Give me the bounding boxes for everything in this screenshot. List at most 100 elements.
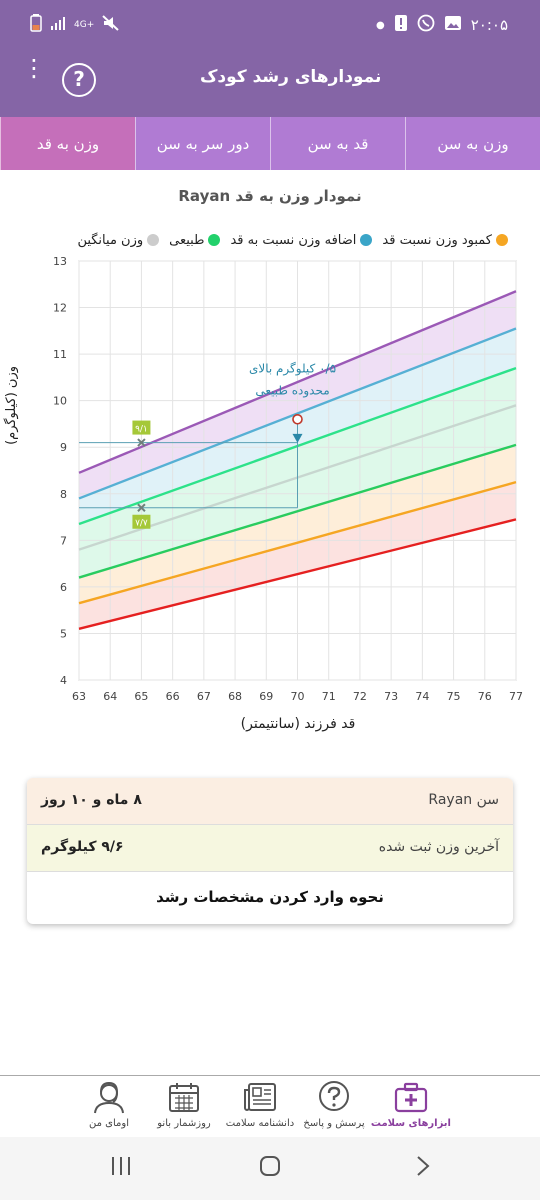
x-tick-label-5: 68	[228, 690, 242, 703]
system-navigation-bar	[0, 1137, 540, 1200]
y-tick-label-3: 7	[60, 534, 67, 547]
nav-item-health-tools[interactable]: ابزارهای سلامت	[371, 1080, 451, 1129]
recent-apps-icon[interactable]	[110, 1155, 132, 1183]
nav-item-encyclopedia[interactable]: دانشنامه سلامت	[220, 1080, 300, 1129]
y-tick-label-9: 13	[53, 255, 67, 268]
last-weight-label: آخرین وزن ثبت شده	[378, 839, 499, 855]
value-badge-0	[132, 420, 151, 435]
child-info-card: سن Rayan ۸ ماه و ۱۰ روز آخرین وزن ثبت شد…	[27, 778, 513, 924]
x-tick-label-6: 69	[259, 690, 273, 703]
legend-dot-underweight	[496, 234, 508, 246]
nav-label-calendar: روزشمار بانو	[157, 1118, 211, 1129]
reference-point-marker-1	[137, 503, 146, 512]
y-tick-label-4: 8	[60, 488, 67, 501]
bottom-navigation: ابزارهای سلامت پرسش و پاسخ دانشنامه سلام…	[0, 1075, 540, 1137]
x-tick-label-14: 77	[509, 690, 523, 703]
growth-entry-help-button[interactable]: نحوه وارد کردن مشخصات رشد	[156, 888, 384, 906]
legend-label-average: وزن میانگین	[77, 232, 144, 248]
x-tick-label-11: 74	[415, 690, 429, 703]
y-tick-label-0: 4	[60, 674, 67, 687]
nav-item-calendar[interactable]: روزشمار بانو	[144, 1080, 224, 1129]
x-tick-label-4: 67	[197, 690, 211, 703]
nav-label-profile: اومای من	[89, 1118, 129, 1129]
chart-tabs: وزن به قد دور سر به سن قد به سن وزن به س…	[0, 117, 540, 170]
legend-item-underweight[interactable]: کمبود وزن نسبت قد	[382, 233, 508, 248]
help-icon[interactable]: ?	[62, 63, 96, 97]
age-row: سن Rayan ۸ ماه و ۱۰ روز	[27, 778, 513, 825]
x-tick-label-0: 63	[72, 690, 86, 703]
chart-title: نمودار وزن به قد Rayan	[178, 187, 362, 205]
nav-label-health-tools: ابزارهای سلامت	[370, 1118, 451, 1129]
calendar-icon	[144, 1080, 224, 1114]
nav-label-encyclopedia: دانشنامه سلامت	[225, 1118, 295, 1129]
x-tick-label-2: 65	[134, 690, 148, 703]
newspaper-icon	[220, 1080, 300, 1114]
child-measurement-point[interactable]	[292, 413, 303, 425]
gallery-icon	[444, 15, 462, 35]
annotation-line-1: محدوده طبیعی	[255, 383, 329, 398]
battery-icon	[30, 14, 42, 35]
home-icon[interactable]	[259, 1155, 281, 1183]
reference-point-marker-0	[137, 438, 146, 447]
y-tick-label-5: 9	[60, 441, 67, 454]
value-badge-label-1: ۷/۷	[135, 519, 148, 529]
app-bar: ⋮ ? نمودارهای رشد کودک	[0, 45, 540, 117]
legend-dot-average	[147, 234, 160, 246]
x-tick-label-10: 73	[384, 690, 398, 703]
legend-item-overweight[interactable]: اضافه وزن نسبت به قد	[230, 232, 373, 248]
signal-icon	[50, 16, 66, 33]
status-right: ● ۲۰:۰۵	[376, 14, 508, 36]
x-tick-label-1: 64	[103, 690, 117, 703]
value-badge-label-0: ۹/۱	[135, 425, 148, 435]
medical-kit-icon	[371, 1080, 451, 1114]
dot-icon: ●	[375, 19, 385, 31]
age-label: سن Rayan	[428, 792, 499, 808]
age-value: ۸ ماه و ۱۰ روز	[41, 792, 142, 808]
clock-time: ۲۰:۰۵	[470, 16, 508, 34]
x-tick-label-12: 75	[447, 690, 461, 703]
whatsapp-icon	[417, 14, 435, 36]
y-tick-label-2: 6	[60, 581, 67, 594]
mute-icon	[102, 15, 120, 34]
tab-height-for-age[interactable]: قد به سن	[270, 117, 405, 170]
tab-weight-for-height[interactable]: وزن به قد	[0, 117, 135, 170]
tab-head-circumference-for-age[interactable]: دور سر به سن	[135, 117, 270, 170]
nav-item-profile[interactable]: اومای من	[69, 1080, 149, 1129]
legend-item-normal[interactable]: طبیعی	[169, 232, 221, 248]
growth-chart[interactable]: 63 64 65 66 67 68 69 70 71 72 73 74 75 76 774567891011…	[0, 250, 540, 710]
nav-item-questions[interactable]: پرسش و پاسخ	[294, 1080, 374, 1129]
network-type: 4G+	[74, 19, 95, 30]
legend-dot-overweight	[360, 234, 373, 246]
question-bubble-icon	[294, 1080, 374, 1114]
last-weight-value: ۹/۶ کیلوگرم	[41, 839, 124, 855]
y-tick-label-1: 5	[60, 627, 67, 640]
nav-label-questions: پرسش و پاسخ	[303, 1118, 365, 1129]
chart-x-axis-label: قد فرزند (سانتیمتر)	[240, 716, 356, 732]
y-tick-label-8: 12	[53, 302, 67, 315]
x-tick-label-8: 71	[322, 690, 336, 703]
page-title: نمودارهای رشد کودک	[200, 67, 382, 87]
back-chevron-icon[interactable]	[412, 1155, 434, 1183]
tab-weight-for-age[interactable]: وزن به سن	[405, 117, 540, 170]
growth-curve-6	[78, 518, 517, 630]
chart-legend: کمبود وزن نسبت قد اضافه وزن نسبت به قد ط…	[8, 229, 508, 251]
legend-label-overweight: اضافه وزن نسبت به قد	[230, 232, 357, 248]
x-tick-label-13: 76	[478, 690, 492, 703]
status-left: 4G+	[30, 14, 120, 35]
alert-icon	[394, 14, 408, 36]
annotation-line-0: ۰/۵ کیلوگرم بالای	[249, 361, 336, 376]
overflow-menu-icon[interactable]: ⋮	[22, 54, 46, 82]
status-bar: 4G+ ● ۲۰:۰۵	[0, 0, 540, 45]
growth-curve-4	[78, 443, 517, 579]
legend-label-normal: طبیعی	[169, 232, 205, 248]
legend-item-average[interactable]: وزن میانگین	[77, 232, 160, 248]
y-tick-label-6: 10	[53, 395, 67, 408]
average-weight-marker	[292, 433, 303, 443]
growth-curve-1	[78, 327, 517, 500]
value-badge-1	[132, 514, 151, 529]
x-tick-label-9: 72	[353, 690, 367, 703]
x-tick-label-3: 66	[166, 690, 180, 703]
legend-dot-normal	[208, 234, 221, 246]
legend-label-underweight: کمبود وزن نسبت قد	[382, 232, 492, 248]
